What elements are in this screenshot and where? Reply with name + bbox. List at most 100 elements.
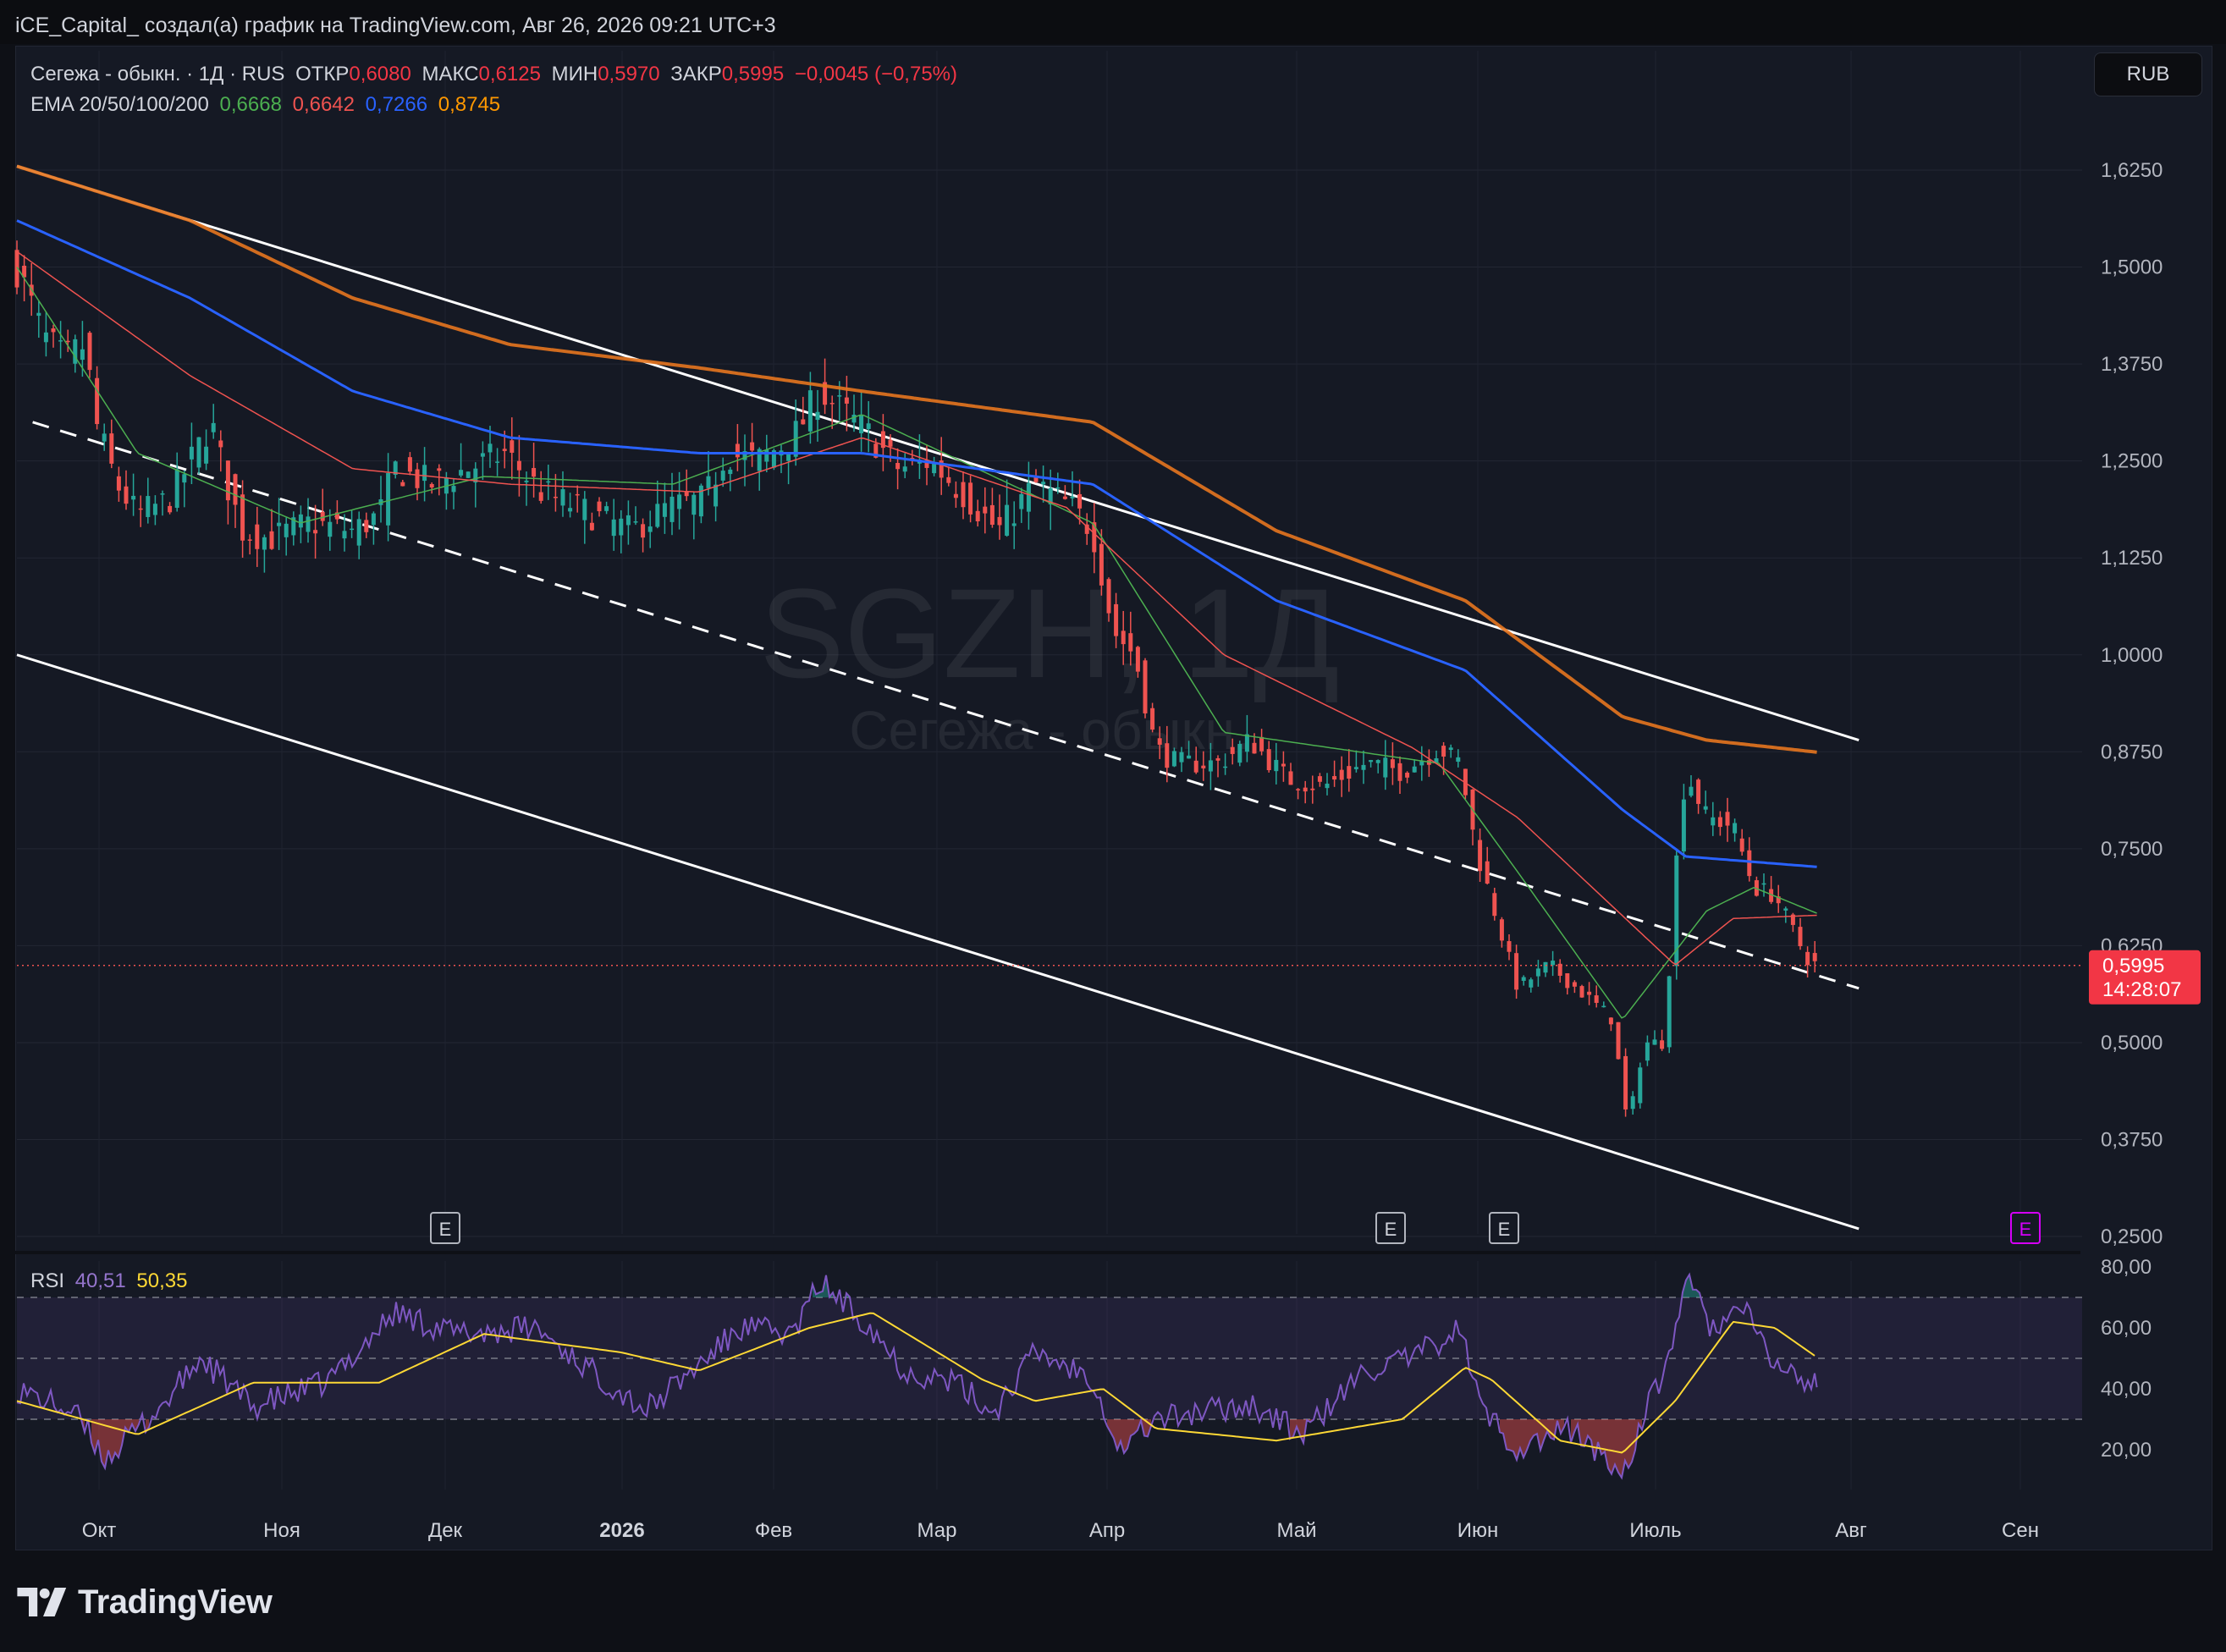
candle-body [1761, 883, 1766, 885]
candle-body [131, 495, 136, 500]
candle-body [1703, 806, 1708, 810]
candle-body [619, 518, 624, 536]
legend-high-value: 0,6125 [478, 63, 541, 85]
price-axis-label: 0,2500 [2101, 1225, 2163, 1248]
candle-body [1529, 979, 1534, 988]
candle-body [262, 537, 267, 550]
candle-body [1361, 764, 1366, 770]
earnings-marker [430, 1212, 460, 1244]
rsi-ma-line [16, 1312, 1816, 1454]
candle-body [1106, 579, 1111, 614]
candle-body [684, 492, 689, 497]
candle-body [953, 493, 958, 498]
candle-body [247, 539, 252, 541]
candle-body [451, 486, 456, 493]
candle-body [1266, 749, 1271, 771]
candle-body [742, 451, 747, 460]
candle-body [320, 512, 325, 521]
price-axis-label: 1,3750 [2101, 353, 2163, 376]
candle-body [1557, 963, 1562, 976]
rsi-line [16, 1272, 1818, 1480]
candle-body [1689, 786, 1694, 796]
candle-body [1681, 799, 1686, 852]
candle-body [400, 482, 405, 487]
candle-body [298, 514, 303, 528]
ema50-line [16, 251, 1817, 966]
candle-body [1514, 953, 1519, 990]
ema200-value: 0,8745 [438, 93, 501, 116]
tradingview-logo-icon [17, 1588, 67, 1616]
candle-body [1193, 760, 1198, 773]
candle-body [611, 519, 616, 537]
candle-body [1325, 783, 1330, 789]
candle-body [36, 312, 41, 317]
candle-body [284, 523, 289, 537]
candle-body [1259, 736, 1265, 752]
candle-body [961, 482, 966, 508]
currency-button[interactable]: RUB [2094, 52, 2202, 96]
attribution-text: iCE_Capital_ создал(а) график на Trading… [15, 14, 776, 37]
candle-body [95, 377, 100, 425]
candle-body [939, 460, 944, 478]
candle-body [1535, 968, 1540, 977]
candle-body [58, 340, 63, 342]
candle-body [1310, 788, 1315, 790]
earnings-marker [1489, 1212, 1519, 1244]
candle-body [1296, 789, 1301, 790]
candle-body [714, 484, 719, 507]
candle-body [233, 474, 238, 505]
candle-body [1507, 941, 1512, 952]
candle-body [80, 349, 85, 361]
current-price-badge [2089, 950, 2201, 1005]
rsi-oversold-fill [146, 1419, 149, 1433]
candle-body [1369, 760, 1374, 763]
ema-legend-label: EMA 20/50/100/200 [30, 93, 209, 116]
candle-body [859, 415, 864, 433]
candle-body [771, 450, 776, 468]
candle-body [538, 492, 543, 501]
candle-body [516, 460, 521, 471]
candle-body [269, 531, 274, 549]
chart-canvas[interactable]: 1,6250 1,5000 1,3750 1,2500 1,1250 1,0000 0,87… [0, 0, 2226, 1557]
tradingview-logo[interactable]: TradingView [17, 1581, 273, 1623]
candle-body [524, 480, 529, 482]
candle-body [924, 460, 929, 468]
time-axis-label: Май [1276, 1519, 1316, 1542]
candle-body [1005, 504, 1010, 536]
candle-body [1165, 743, 1170, 768]
candle-body [706, 476, 711, 488]
legend-close-value: 0,5995 [721, 63, 785, 85]
watermark-name: Сегежа - обыкн. [849, 700, 1249, 761]
price-legend: Сегежа - обыкн. · 1Д · RUS ОТКР0,6080 МА… [30, 63, 962, 86]
candle-body [371, 513, 376, 526]
rsi-oversold-fill [1290, 1419, 1314, 1443]
candle-body [902, 466, 907, 472]
candle-body [1077, 493, 1083, 509]
candle-body [1769, 889, 1774, 902]
candle-body [1026, 482, 1031, 512]
candle-body [1798, 927, 1803, 947]
candle-body [1281, 763, 1286, 767]
candle-body [1616, 1021, 1621, 1060]
candle-body [1187, 755, 1192, 759]
candle-body [1776, 896, 1781, 904]
candle-body [1733, 823, 1738, 834]
legend-low-value: 0,5970 [598, 63, 660, 85]
earnings-marker [1375, 1212, 1406, 1244]
candle-body [691, 494, 697, 515]
candle-body [1485, 861, 1490, 884]
time-axis-label: Апр [1089, 1519, 1125, 1542]
candle-body [1579, 986, 1584, 998]
candle-body [1383, 757, 1388, 778]
candle-body [168, 505, 173, 513]
candle-body [575, 493, 580, 496]
time-axis-label: Авг [1835, 1519, 1867, 1542]
candle-body [102, 433, 107, 442]
candle-body [968, 482, 973, 515]
candle-body [466, 471, 471, 478]
candle-body [429, 483, 434, 488]
candle-body [116, 476, 121, 491]
candle-body [386, 472, 391, 526]
time-axis-label: Мар [917, 1519, 957, 1542]
chart-frame[interactable] [15, 46, 2212, 1550]
